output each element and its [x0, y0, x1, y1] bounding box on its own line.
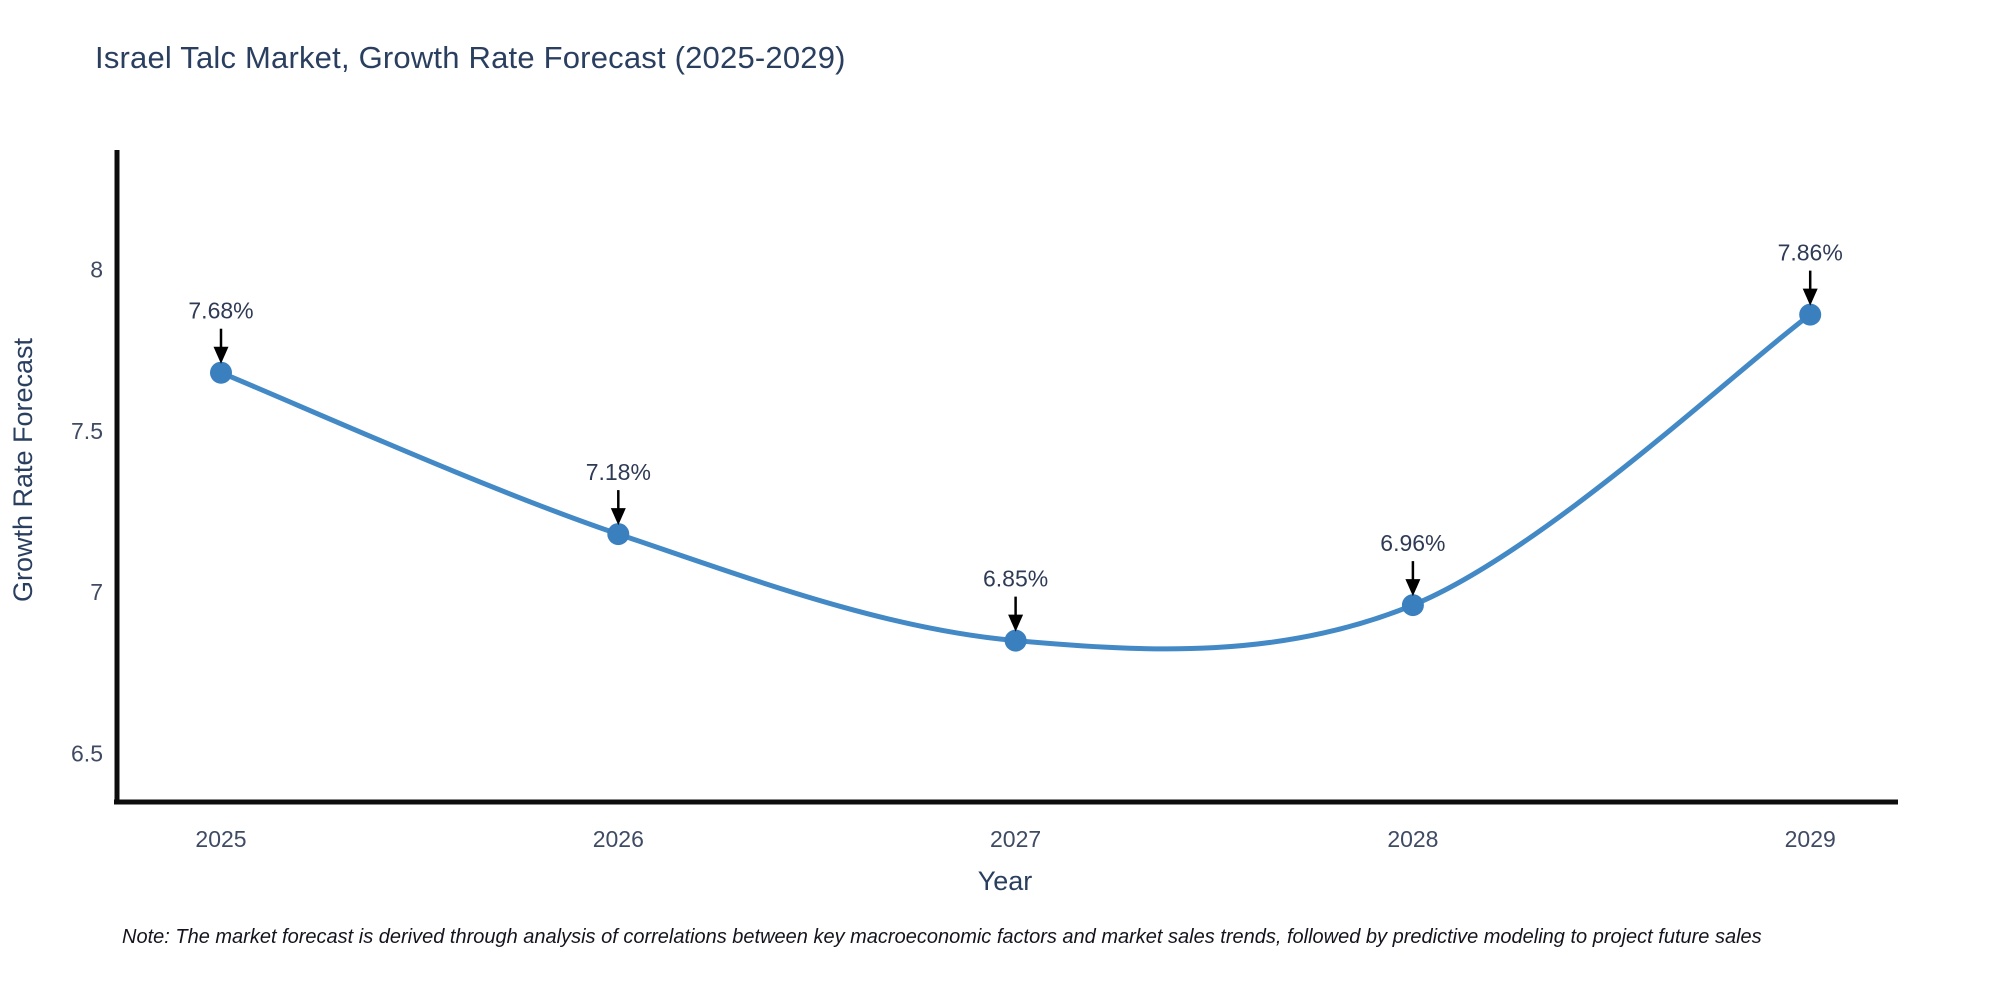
data-point-2025: [210, 361, 232, 384]
point-label: 6.85%: [983, 566, 1048, 592]
x-tick-label: 2027: [990, 826, 1041, 852]
point-label: 7.68%: [188, 298, 253, 324]
annotation-arrowhead: [213, 346, 229, 364]
annotation-arrowhead: [610, 508, 626, 526]
data-point-2027: [1004, 629, 1027, 652]
point-label: 6.96%: [1380, 530, 1445, 556]
annotation-arrowhead: [1802, 288, 1818, 306]
data-point-2026: [607, 523, 630, 546]
data-point-2028: [1401, 594, 1424, 617]
annotation-arrowhead: [1405, 579, 1421, 597]
x-tick-label: 2026: [593, 826, 644, 852]
data-point-2029: [1799, 303, 1822, 326]
y-tick-label: 7: [90, 579, 103, 605]
annotation-arrowhead: [1008, 614, 1024, 632]
footnote: Note: The market forecast is derived thr…: [122, 926, 1762, 948]
x-tick-label: 2029: [1785, 826, 1836, 852]
point-label: 7.18%: [586, 459, 651, 485]
point-label: 7.86%: [1778, 240, 1843, 266]
x-axis-title: Year: [977, 866, 1033, 896]
x-tick-label: 2025: [195, 826, 246, 852]
y-tick-label: 8: [90, 256, 103, 282]
y-tick-label: 6.5: [71, 741, 103, 767]
y-tick-label: 7.5: [71, 418, 103, 444]
chart-title: Israel Talc Market, Growth Rate Forecast…: [95, 40, 846, 75]
x-tick-label: 2028: [1387, 826, 1438, 852]
